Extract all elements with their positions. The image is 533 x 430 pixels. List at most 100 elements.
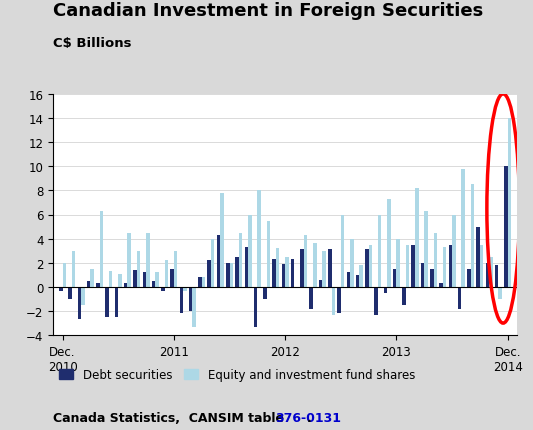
Legend: Debt securities, Equity and investment fund shares: Debt securities, Equity and investment f… (59, 368, 415, 381)
Text: .: . (306, 411, 311, 424)
Bar (248, 215, 252, 287)
Bar (217, 236, 220, 287)
Bar (152, 281, 155, 287)
Bar (458, 287, 462, 309)
Bar (319, 280, 322, 287)
Bar (304, 236, 307, 287)
Bar (266, 221, 270, 287)
Bar (276, 249, 279, 287)
Bar (346, 273, 350, 287)
Text: C$ Billions: C$ Billions (53, 37, 132, 49)
Bar (96, 284, 100, 287)
Bar (504, 167, 508, 287)
Bar (68, 287, 72, 299)
Bar (201, 278, 205, 287)
Bar (384, 287, 387, 293)
Bar (313, 244, 317, 287)
Bar (263, 287, 266, 299)
Bar (207, 261, 211, 287)
Bar (142, 273, 146, 287)
Bar (439, 284, 443, 287)
Bar (272, 260, 276, 287)
Bar (397, 239, 400, 287)
Bar (332, 287, 335, 315)
Bar (183, 287, 187, 291)
Bar (443, 248, 446, 287)
Bar (406, 245, 409, 287)
Bar (393, 269, 397, 287)
Bar (226, 263, 230, 287)
Bar (430, 269, 433, 287)
Bar (310, 287, 313, 309)
Bar (62, 263, 66, 287)
Bar (100, 212, 103, 287)
Bar (115, 287, 118, 317)
Bar (109, 272, 112, 287)
Bar (192, 287, 196, 327)
Bar (489, 257, 492, 287)
Bar (198, 278, 201, 287)
Bar (165, 261, 168, 287)
Bar (118, 274, 122, 287)
Bar (322, 251, 326, 287)
Bar (291, 260, 294, 287)
Bar (59, 287, 62, 291)
Text: Canada Statistics,  CANSIM table: Canada Statistics, CANSIM table (53, 411, 289, 424)
Bar (365, 250, 369, 287)
Bar (257, 191, 261, 287)
Bar (387, 200, 391, 287)
Bar (467, 269, 471, 287)
Bar (285, 257, 289, 287)
Bar (350, 239, 353, 287)
Bar (424, 212, 428, 287)
Bar (462, 169, 465, 287)
Bar (480, 245, 483, 287)
Bar (133, 270, 137, 287)
Bar (508, 119, 511, 287)
Bar (421, 263, 424, 287)
Bar (235, 257, 239, 287)
Bar (378, 215, 382, 287)
Bar (171, 269, 174, 287)
Bar (87, 281, 91, 287)
Bar (127, 233, 131, 287)
Bar (449, 245, 452, 287)
Bar (230, 263, 233, 287)
Bar (91, 269, 94, 287)
Bar (239, 233, 243, 287)
Bar (137, 251, 140, 287)
Bar (81, 287, 85, 305)
Bar (328, 250, 332, 287)
Bar (369, 245, 372, 287)
Text: 376-0131: 376-0131 (276, 411, 342, 424)
Bar (486, 263, 489, 287)
Bar (211, 239, 214, 287)
Bar (411, 245, 415, 287)
Bar (374, 287, 378, 315)
Text: Canadian Investment in Foreign Securities: Canadian Investment in Foreign Securitie… (53, 2, 483, 20)
Bar (477, 227, 480, 287)
Bar (72, 251, 75, 287)
Bar (124, 284, 127, 287)
Bar (106, 287, 109, 317)
Bar (356, 275, 359, 287)
Bar (402, 287, 406, 305)
Bar (281, 264, 285, 287)
Bar (254, 287, 257, 327)
Bar (471, 185, 474, 287)
Bar (180, 287, 183, 314)
Bar (498, 287, 502, 299)
Bar (495, 266, 498, 287)
Bar (452, 215, 456, 287)
Bar (155, 273, 159, 287)
Bar (433, 233, 437, 287)
Bar (78, 287, 81, 320)
Bar (337, 287, 341, 314)
Bar (300, 250, 304, 287)
Bar (359, 266, 363, 287)
Bar (146, 233, 150, 287)
Bar (245, 248, 248, 287)
Bar (220, 194, 224, 287)
Bar (341, 215, 344, 287)
Bar (189, 287, 192, 311)
